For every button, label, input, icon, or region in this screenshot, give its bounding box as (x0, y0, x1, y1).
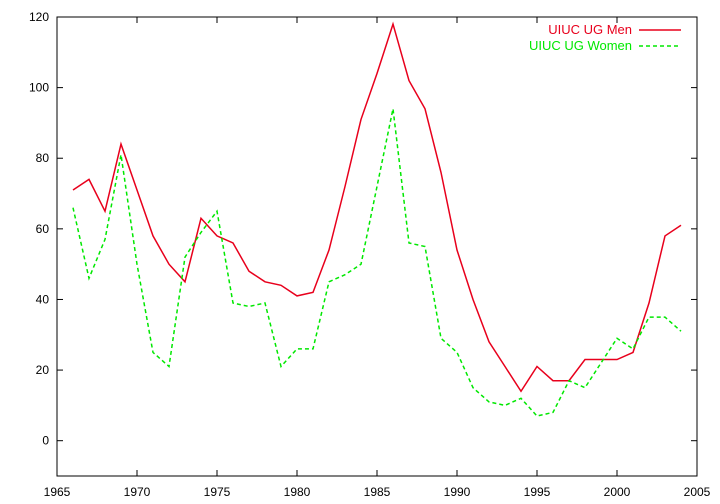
series-line-men (72, 21, 682, 393)
y-tick-label: 40 (36, 292, 50, 306)
x-tick-label: 1990 (444, 485, 471, 499)
y-tick-label: 100 (29, 81, 49, 95)
y-tick-label: 20 (36, 363, 50, 377)
x-tick-label: 1985 (364, 485, 391, 499)
x-tick-label: 1980 (284, 485, 311, 499)
y-tick-label: 120 (29, 10, 49, 24)
series-line-women (72, 108, 682, 417)
y-tick-label: 0 (42, 434, 49, 448)
x-tick-label: 1995 (524, 485, 551, 499)
x-tick-label: 2005 (684, 485, 711, 499)
legend-label-men: UIUC UG Men (548, 22, 632, 37)
x-tick-label: 1965 (44, 485, 71, 499)
legend-label-women: UIUC UG Women (529, 38, 632, 53)
x-tick-label: 2000 (604, 485, 631, 499)
y-tick-label: 60 (36, 222, 50, 236)
y-axis: 0 20 40 60 80 100 120 (29, 10, 697, 448)
x-axis: 1965 1970 1975 1980 1985 1990 1995 2000 2005 (44, 17, 711, 499)
x-tick-label: 1975 (204, 485, 231, 499)
plot-frame (56, 16, 698, 477)
series-layer (72, 21, 682, 417)
y-tick-label: 80 (36, 151, 50, 165)
x-tick-label: 1970 (124, 485, 151, 499)
